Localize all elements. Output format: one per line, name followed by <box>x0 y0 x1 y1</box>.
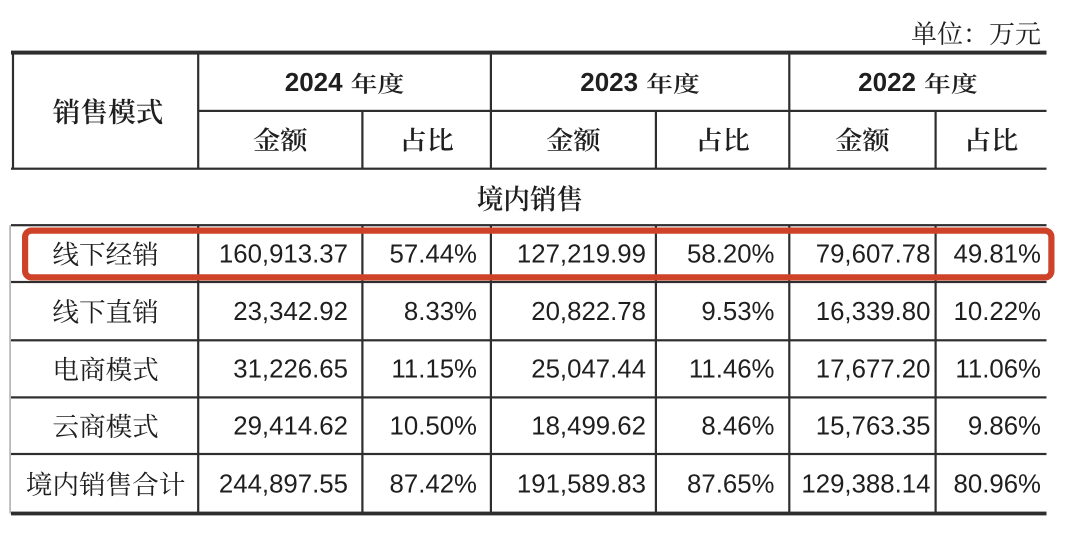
svg-text:2024: 2024 <box>285 67 343 97</box>
svg-text:10.22%: 10.22% <box>954 298 1042 326</box>
svg-text:87.42%: 87.42% <box>390 471 478 499</box>
svg-text:57.44%: 57.44% <box>390 240 478 268</box>
svg-text:49.81%: 49.81% <box>954 240 1042 268</box>
svg-text:17,677.20: 17,677.20 <box>816 356 931 384</box>
svg-text:8.46%: 8.46% <box>701 413 774 441</box>
svg-text:80.96%: 80.96% <box>954 471 1042 499</box>
svg-text:191,589.83: 191,589.83 <box>517 471 646 499</box>
svg-text:11.06%: 11.06% <box>955 356 1041 384</box>
svg-text:160,913.37: 160,913.37 <box>219 240 348 268</box>
svg-text:2022: 2022 <box>858 67 916 97</box>
svg-text:11.46%: 11.46% <box>689 356 775 384</box>
svg-text:31,226.65: 31,226.65 <box>233 356 348 384</box>
svg-text:129,388.14: 129,388.14 <box>801 471 930 499</box>
svg-text:2023: 2023 <box>580 67 638 97</box>
svg-text:15,763.35: 15,763.35 <box>816 413 931 441</box>
svg-text:11.15%: 11.15% <box>391 356 477 384</box>
svg-text:9.86%: 9.86% <box>968 413 1041 441</box>
svg-text:18,499.62: 18,499.62 <box>531 413 646 441</box>
svg-text:23,342.92: 23,342.92 <box>233 298 348 326</box>
svg-text:29,414.62: 29,414.62 <box>233 413 348 441</box>
svg-text:79,607.78: 79,607.78 <box>816 240 931 268</box>
svg-text:25,047.44: 25,047.44 <box>531 356 646 384</box>
svg-text:9.53%: 9.53% <box>701 298 774 326</box>
svg-text:127,219.99: 127,219.99 <box>517 240 646 268</box>
svg-text:58.20%: 58.20% <box>687 240 775 268</box>
svg-text:20,822.78: 20,822.78 <box>531 298 646 326</box>
svg-text:10.50%: 10.50% <box>390 413 478 441</box>
svg-text:16,339.80: 16,339.80 <box>816 298 931 326</box>
svg-text:244,897.55: 244,897.55 <box>219 471 348 499</box>
svg-text:8.33%: 8.33% <box>404 298 477 326</box>
svg-text:87.65%: 87.65% <box>687 471 775 499</box>
